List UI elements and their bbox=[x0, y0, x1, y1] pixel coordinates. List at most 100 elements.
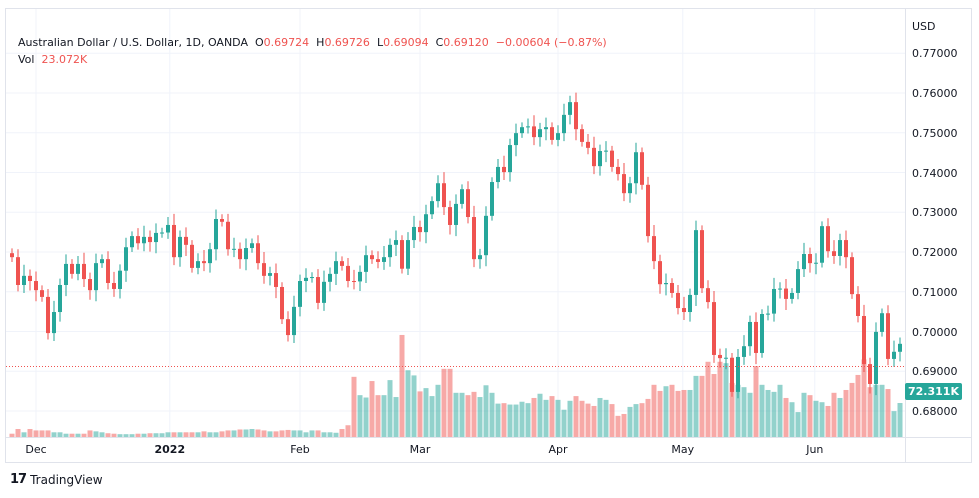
candle-body bbox=[874, 331, 878, 384]
volume-bar bbox=[237, 429, 243, 437]
volume-bar bbox=[399, 334, 405, 437]
low-label: L bbox=[376, 36, 384, 49]
price-tick-label: 0.68000 bbox=[912, 405, 958, 418]
volume-bar bbox=[519, 401, 525, 437]
volume-bar bbox=[165, 432, 171, 437]
volume-bar bbox=[807, 395, 813, 437]
volume-bar bbox=[813, 400, 819, 437]
volume-bar bbox=[213, 432, 219, 437]
volume-bar bbox=[207, 432, 213, 437]
candle-body bbox=[22, 275, 26, 285]
candle-body bbox=[166, 224, 170, 233]
volume-bar bbox=[633, 404, 639, 437]
volume-bar bbox=[825, 405, 831, 437]
candles bbox=[10, 92, 902, 399]
candle-body bbox=[394, 240, 398, 245]
volume-bar bbox=[603, 399, 609, 437]
volume-bar bbox=[345, 425, 351, 437]
candle-body bbox=[868, 364, 872, 384]
candle-body bbox=[82, 263, 86, 280]
volume-bar bbox=[105, 433, 111, 437]
price-tick-label: 0.74000 bbox=[912, 166, 958, 180]
candle-body bbox=[340, 261, 344, 266]
candle-body bbox=[382, 257, 386, 262]
volume-bar bbox=[39, 430, 45, 437]
price-tick-label: 0.72000 bbox=[912, 246, 958, 259]
candle-body bbox=[10, 253, 14, 258]
candle-body bbox=[694, 230, 698, 295]
candle-body bbox=[76, 263, 80, 274]
volume-bar bbox=[867, 387, 873, 437]
candle-body bbox=[196, 261, 200, 268]
candle-body bbox=[256, 243, 260, 264]
volume-bar bbox=[705, 361, 711, 437]
volume-bar bbox=[75, 433, 81, 437]
volume-bar bbox=[453, 392, 459, 437]
volume-bar bbox=[129, 434, 135, 437]
close-value: 0.69120 bbox=[443, 36, 489, 49]
volume-bar bbox=[147, 433, 153, 437]
volume-bar bbox=[531, 397, 537, 437]
volume-bar bbox=[195, 432, 201, 437]
volume-bar bbox=[843, 389, 849, 437]
price-tick-label: 0.70000 bbox=[912, 325, 958, 339]
candle-body bbox=[796, 269, 800, 293]
candle-body bbox=[682, 308, 686, 313]
volume-bar bbox=[321, 432, 327, 437]
volume-bar bbox=[159, 433, 165, 437]
volume-bar bbox=[357, 395, 363, 437]
volume-bar bbox=[261, 430, 267, 437]
volume-bar bbox=[801, 392, 807, 437]
candle-body bbox=[172, 224, 176, 258]
volume-bar bbox=[333, 432, 339, 437]
volume-bar bbox=[639, 403, 645, 437]
high-label: H bbox=[316, 36, 325, 49]
volume-bar bbox=[675, 390, 681, 437]
volume-bar bbox=[873, 384, 879, 437]
candle-body bbox=[892, 351, 896, 359]
volume-bar bbox=[69, 433, 75, 437]
candle-body bbox=[562, 114, 566, 134]
candle-body bbox=[202, 261, 206, 264]
volume-bar bbox=[471, 391, 477, 437]
time-tick-label: Apr bbox=[548, 443, 568, 456]
candle-body bbox=[238, 248, 242, 260]
volume-bar bbox=[609, 404, 615, 437]
volume-bar bbox=[465, 395, 471, 437]
candle-body bbox=[634, 152, 638, 184]
candle-body bbox=[124, 247, 128, 271]
volume-bar bbox=[507, 404, 513, 437]
candle-body bbox=[316, 277, 320, 303]
candle-body bbox=[298, 281, 302, 307]
volume-bar bbox=[93, 431, 99, 437]
candle-body bbox=[742, 346, 746, 357]
volume-bar bbox=[699, 375, 705, 437]
volume-bar bbox=[513, 404, 519, 437]
volume-bar bbox=[435, 384, 441, 437]
volume-bar bbox=[735, 384, 741, 437]
symbol-title[interactable]: Australian Dollar / U.S. Dollar, 1D, OAN… bbox=[18, 36, 248, 49]
time-tick-label: Feb bbox=[290, 443, 310, 456]
candle-body bbox=[736, 356, 740, 392]
candle-body bbox=[178, 236, 182, 258]
volume-bar bbox=[717, 361, 723, 437]
volume-bar bbox=[441, 368, 447, 437]
candle-body bbox=[250, 243, 254, 249]
price-tick-label: 0.69000 bbox=[912, 365, 958, 379]
candle-body bbox=[592, 147, 596, 167]
volume-bar bbox=[171, 432, 177, 437]
tradingview-logo-text: TradingView bbox=[30, 472, 103, 487]
volume-bar bbox=[153, 433, 159, 437]
candle-body bbox=[760, 314, 764, 353]
volume-bar bbox=[753, 366, 759, 437]
volume-bar bbox=[549, 396, 555, 437]
candle-body bbox=[130, 236, 134, 248]
tradingview-logo[interactable]: 17 TradingView bbox=[10, 472, 103, 487]
candle-body bbox=[604, 150, 608, 152]
candle-body bbox=[730, 357, 734, 392]
volume-bar bbox=[111, 433, 117, 437]
close-label: C bbox=[435, 36, 444, 49]
volume-bar bbox=[273, 431, 279, 437]
candle-body bbox=[616, 166, 620, 175]
